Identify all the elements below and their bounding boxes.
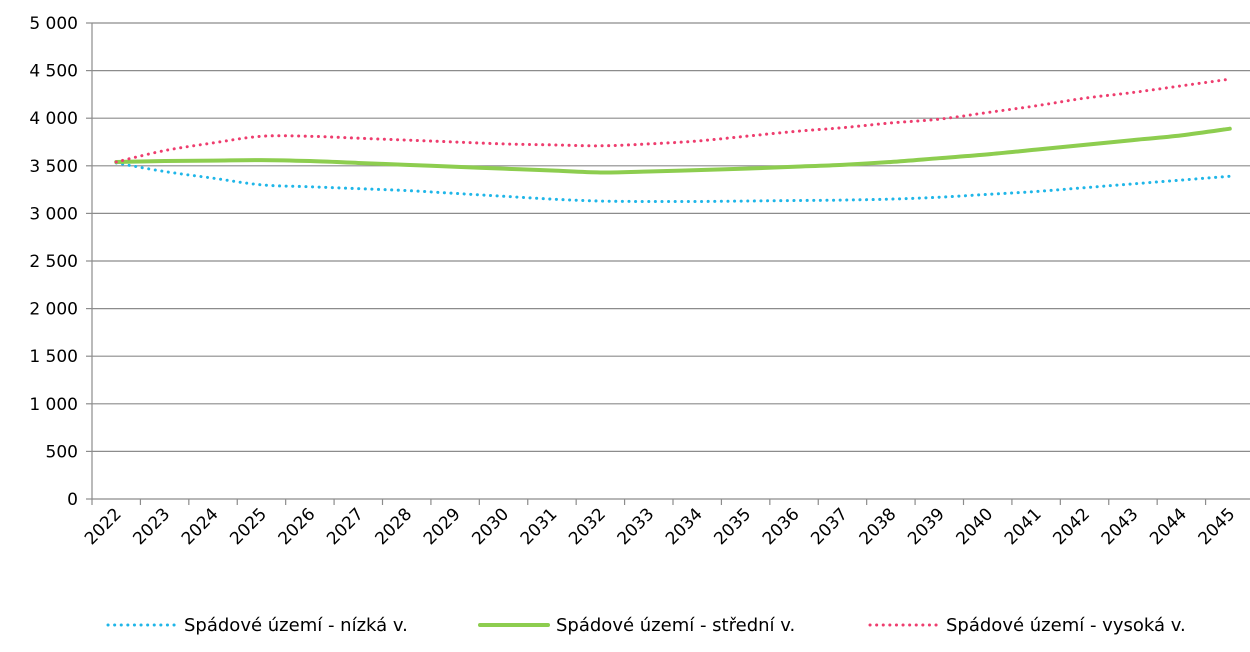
x-tick-label: 2026 xyxy=(275,504,320,549)
legend-label-2: Spádové území - střední v. xyxy=(556,615,795,636)
y-tick-label: 4 500 xyxy=(29,62,78,82)
x-tick-label: 2032 xyxy=(565,504,610,549)
legend: Spádové území - nízká v. Spádové území - … xyxy=(106,615,1186,636)
x-tick-label: 2023 xyxy=(129,504,174,549)
x-tick-label: 2022 xyxy=(81,504,126,549)
y-tick-label: 0 xyxy=(67,490,78,510)
y-tick-label: 5 000 xyxy=(29,14,78,34)
x-tick-label: 2036 xyxy=(759,504,804,549)
gridlines xyxy=(92,22,1250,452)
legend-label-1: Spádové území - nízká v. xyxy=(184,615,408,636)
x-tick-label: 2024 xyxy=(178,504,223,549)
series-line-2 xyxy=(114,126,1232,175)
x-tick-label: 2039 xyxy=(904,504,949,549)
series-line-1 xyxy=(114,161,1232,204)
x-tick-label: 2045 xyxy=(1195,504,1240,549)
x-tick-label: 2025 xyxy=(226,504,271,549)
x-tick-label: 2038 xyxy=(856,504,901,549)
x-tick-label: 2029 xyxy=(420,504,465,549)
x-tick-label: 2040 xyxy=(953,504,998,549)
x-tick-label: 2035 xyxy=(710,504,755,549)
y-tick-label: 3 500 xyxy=(29,157,78,177)
legend-label-3: Spádové území - vysoká v. xyxy=(946,615,1186,636)
x-tick-label: 2031 xyxy=(517,504,562,549)
y-tick-label: 500 xyxy=(46,442,78,462)
x-tick-label: 2042 xyxy=(1049,504,1094,549)
x-tick-label: 2028 xyxy=(372,504,417,549)
y-tick-label: 1 000 xyxy=(29,395,78,415)
x-tick-label: 2030 xyxy=(468,504,513,549)
x-tick-label: 2044 xyxy=(1146,504,1191,549)
x-tick-label: 2041 xyxy=(1001,504,1046,549)
x-tick-label: 2043 xyxy=(1098,504,1143,549)
axes xyxy=(86,22,1250,505)
series-lines xyxy=(114,77,1232,204)
x-tick-label: 2033 xyxy=(614,504,659,549)
y-tick-label: 3 000 xyxy=(29,204,78,224)
x-tick-label: 2027 xyxy=(323,504,368,549)
y-tick-label: 2 500 xyxy=(29,252,78,272)
x-tick-label: 2037 xyxy=(807,504,852,549)
x-tick-labels: 2022 2023 2024 2025 2026 2027 2028 2029 2030 2031… xyxy=(81,504,1239,549)
y-tick-label: 1 500 xyxy=(29,347,78,367)
y-tick-labels: 0 500 1 000 1 500 2 000 2 500 3 000 3 500 4 000 4… xyxy=(29,14,78,510)
y-tick-label: 2 000 xyxy=(29,300,78,320)
y-tick-label: 4 000 xyxy=(29,109,78,129)
x-tick-label: 2034 xyxy=(662,504,707,549)
series-line-3 xyxy=(114,77,1232,164)
